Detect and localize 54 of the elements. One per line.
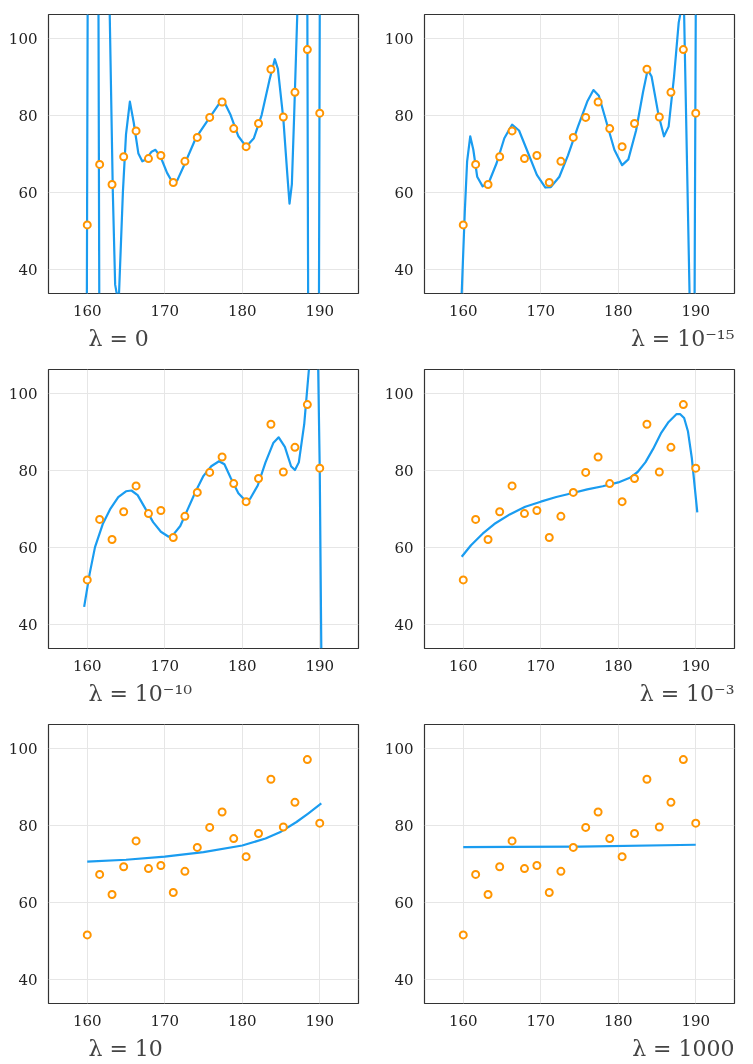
x-tick-label: 190 (681, 1011, 711, 1030)
text: λ = 1000 (632, 1035, 735, 1061)
y-tick-label: 80 (394, 816, 414, 835)
y-tick-label: 40 (18, 615, 38, 634)
text: λ = 0 (88, 325, 149, 351)
x-tick-label: 160 (448, 301, 478, 320)
x-tick-label: 190 (681, 656, 711, 675)
y-tick-label: 100 (8, 739, 38, 758)
x-tick-label: 170 (526, 301, 556, 320)
x-tick-label: 180 (227, 656, 257, 675)
text: λ = 10⁻³ (639, 680, 735, 706)
text: λ = 10 (88, 1035, 163, 1061)
y-tick-label: 80 (394, 461, 414, 480)
x-tick-label: 190 (305, 656, 335, 675)
y-tick-label: 80 (18, 816, 38, 835)
y-tick-label: 100 (384, 384, 414, 403)
text: λ = 10⁻¹⁰ (88, 680, 193, 706)
y-tick-label: 100 (8, 29, 38, 48)
y-tick-label: 40 (18, 260, 38, 279)
text: λ = 10⁻¹⁵ (630, 325, 735, 351)
x-tick-label: 160 (72, 1011, 102, 1030)
x-tick-label: 170 (150, 656, 180, 675)
y-tick-label: 60 (394, 893, 414, 912)
x-tick-label: 160 (72, 656, 102, 675)
y-tick-label: 40 (394, 970, 414, 989)
y-tick-label: 60 (18, 538, 38, 557)
x-tick-label: 160 (448, 1011, 478, 1030)
x-tick-label: 170 (150, 301, 180, 320)
x-tick-label: 160 (72, 301, 102, 320)
y-tick-label: 60 (394, 538, 414, 557)
x-tick-label: 160 (448, 656, 478, 675)
x-tick-label: 190 (305, 301, 335, 320)
x-tick-label: 180 (603, 1011, 633, 1030)
y-tick-label: 60 (394, 183, 414, 202)
y-tick-label: 100 (384, 29, 414, 48)
y-tick-label: 100 (8, 384, 38, 403)
y-tick-label: 80 (18, 106, 38, 125)
y-tick-label: 60 (18, 893, 38, 912)
y-tick-label: 40 (18, 970, 38, 989)
x-tick-label: 180 (227, 301, 257, 320)
y-tick-label: 40 (394, 615, 414, 634)
x-tick-label: 190 (305, 1011, 335, 1030)
x-tick-label: 170 (526, 1011, 556, 1030)
y-tick-label: 80 (18, 461, 38, 480)
y-tick-label: 40 (394, 260, 414, 279)
x-tick-label: 180 (603, 301, 633, 320)
y-tick-label: 100 (384, 739, 414, 758)
x-tick-label: 180 (603, 656, 633, 675)
x-tick-label: 180 (227, 1011, 257, 1030)
y-tick-label: 60 (18, 183, 38, 202)
x-tick-label: 170 (526, 656, 556, 675)
x-tick-label: 170 (150, 1011, 180, 1030)
x-tick-label: 190 (681, 301, 711, 320)
y-tick-label: 80 (394, 106, 414, 125)
